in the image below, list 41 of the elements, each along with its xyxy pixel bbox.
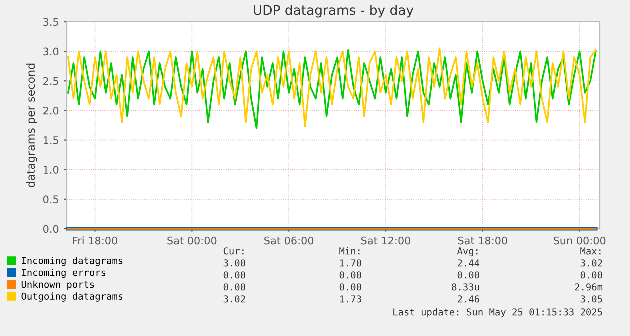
text: 3.02 (224, 296, 246, 303)
x-tick-label: Sat 12:00 (361, 236, 411, 245)
text: 1.70 (340, 260, 362, 267)
y-tick-label: 2.5 (44, 77, 58, 86)
text: 3.02 (580, 260, 602, 267)
text: 2.46 (458, 296, 480, 303)
legend-label: Unknown ports (22, 280, 94, 290)
text: 0.00 (340, 272, 362, 279)
y-tick-label: 0.5 (43, 196, 58, 204)
x-tick-label: Fri 18:00 (73, 236, 118, 245)
x-tick-label: Sat 00:00 (168, 236, 217, 245)
chart-title: UDP datagrams - by day (254, 5, 414, 18)
text: Avg: (457, 248, 478, 257)
y-tick-label: 3.5 (44, 18, 58, 26)
y-tick-label: 2.0 (44, 106, 59, 115)
text: 3.05 (580, 296, 602, 303)
text: Max: (580, 248, 601, 255)
text: 1.73 (340, 296, 362, 303)
text: 0.00 (580, 272, 602, 279)
legend-label: Outgoing datagrams (22, 292, 123, 302)
text: 0.00 (458, 272, 480, 279)
text: Min: (340, 247, 360, 255)
text: Cur: (224, 248, 244, 255)
text: Last update: Sun May 25 01:15:33 2025 (394, 308, 602, 318)
text: 0.00 (340, 284, 362, 291)
legend-label: Incoming errors (22, 268, 106, 278)
text: 0.00 (224, 272, 246, 279)
y-tick-label: 1.5 (44, 136, 58, 144)
y-tick-label: 0.0 (43, 225, 59, 234)
x-tick-label: Sat 18:00 (458, 236, 508, 245)
text: 2.96m (575, 284, 603, 291)
text: 8.33u (452, 284, 480, 291)
y-axis-title: datagrams per second (26, 64, 38, 188)
x-tick-label: Sat 06:00 (264, 236, 314, 245)
legend-label: Incoming datagrams (22, 257, 123, 266)
text: 2.44 (458, 260, 480, 267)
text: 0.00 (224, 284, 246, 291)
text: 3.00 (224, 260, 246, 267)
x-tick-label: Sun 00:00 (554, 236, 606, 245)
y-tick-label: 3.0 (44, 48, 59, 56)
y-tick-label: 1.0 (44, 166, 59, 174)
